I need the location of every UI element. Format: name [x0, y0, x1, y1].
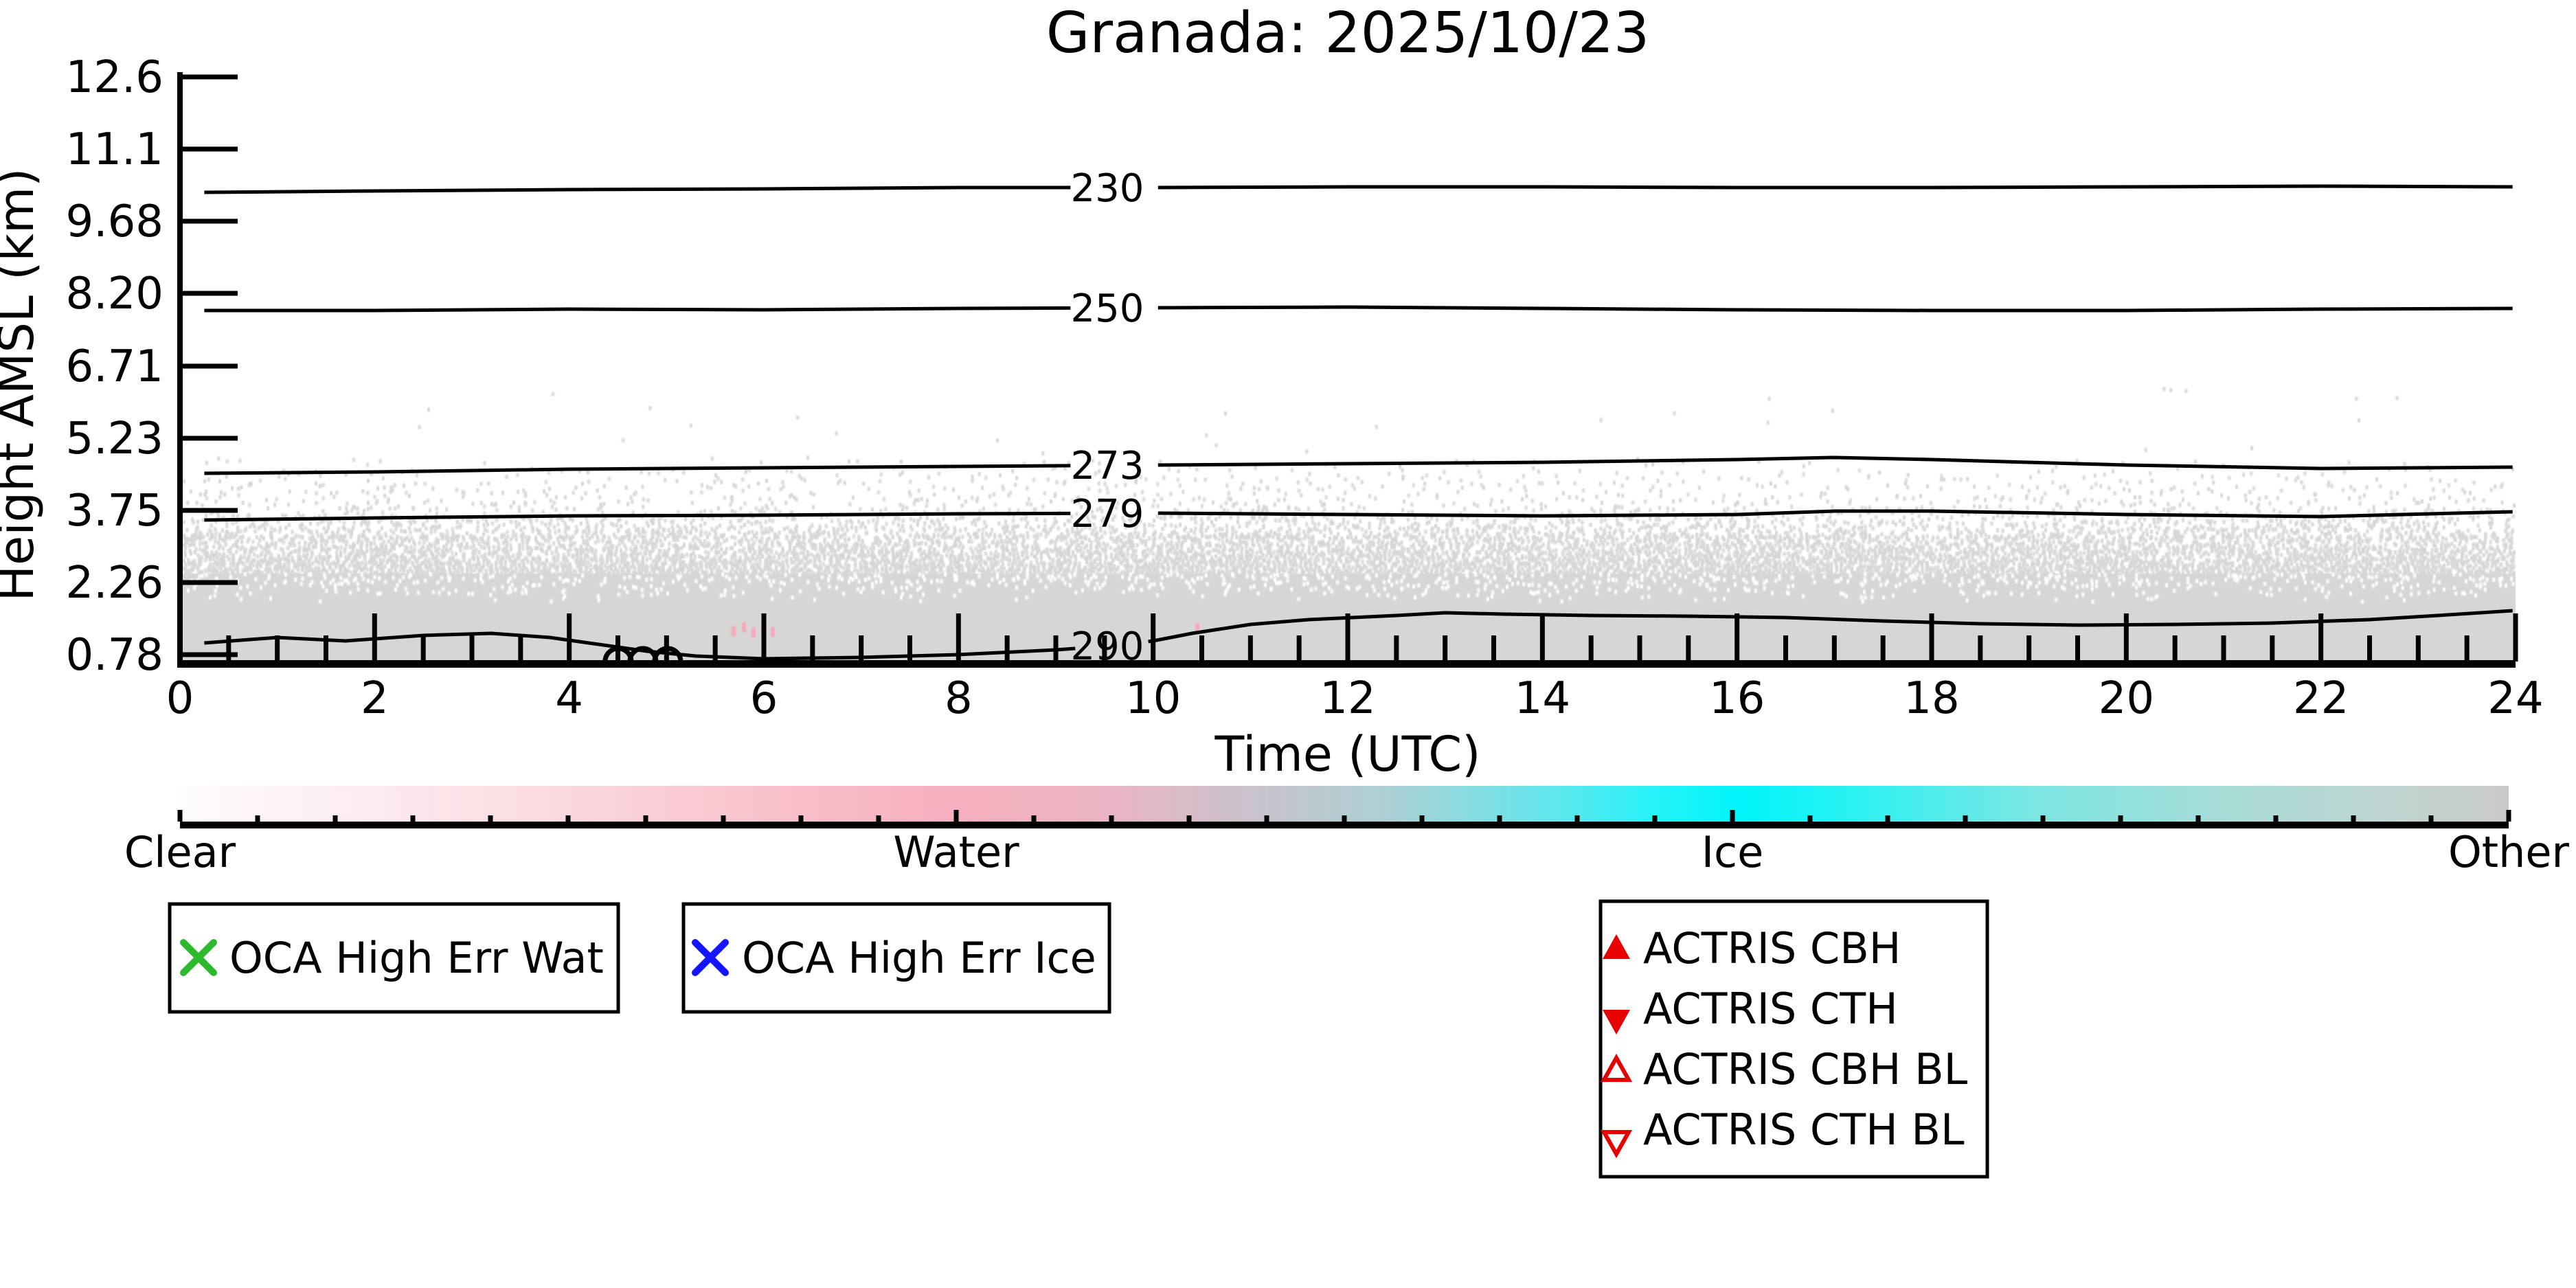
colorbar-label-water: Water — [893, 827, 1019, 877]
plot-frame — [177, 72, 2516, 668]
legend-oca-wat-box — [168, 902, 620, 1014]
x-tick-label: 16 — [1709, 673, 1765, 724]
y-tick-label: 5.23 — [66, 414, 164, 464]
y-tick-label: 11.1 — [66, 124, 164, 175]
colorbar-label-ice: Ice — [1702, 827, 1764, 877]
contour-290-right — [1148, 609, 2513, 644]
contour-279-left — [204, 511, 1071, 522]
x-axis-spine — [177, 660, 2516, 668]
x-axis-title: Time (UTC) — [1214, 726, 1481, 782]
colorbar-label-clear: Clear — [124, 827, 236, 877]
speckle-field — [180, 72, 2516, 664]
y-tick-label: 6.71 — [66, 341, 164, 392]
y-axis-spine — [177, 72, 183, 667]
x-tick-label: 2 — [361, 673, 389, 724]
legend-actris-cbh-bl-label: ACTRIS CBH BL — [1643, 1044, 1968, 1094]
contour-label-1: 250 — [1071, 286, 1144, 331]
contour-230-left — [204, 185, 1071, 194]
triangle-up-open-icon — [1600, 1053, 1633, 1082]
triangle-down-filled-icon — [1603, 1010, 1630, 1035]
y-tick-label: 0.78 — [66, 630, 164, 681]
x-tick-label: 24 — [2487, 673, 2543, 724]
x-tick-label: 22 — [2293, 673, 2349, 724]
legend-oca-wat-label: OCA High Err Wat — [229, 933, 604, 983]
triangle-up-filled-icon — [1603, 934, 1630, 959]
dome-marker — [627, 646, 659, 662]
legend-actris-cbh-label: ACTRIS CBH — [1643, 923, 1901, 973]
contour-250-right — [1157, 305, 2513, 313]
legend-actris-cth-bl-label: ACTRIS CTH BL — [1643, 1105, 1965, 1155]
x-tick-label: 6 — [750, 673, 778, 724]
colorbar-label-other: Other — [2448, 827, 2570, 877]
y-tick-label: 2.26 — [66, 558, 164, 609]
y-axis-title: Height AMSL (km) — [0, 168, 45, 602]
colorbar-spine — [180, 822, 2509, 828]
contour-273-right — [1157, 455, 2513, 471]
contour-230-right — [1157, 184, 2513, 190]
y-tick-label: 12.6 — [66, 52, 164, 103]
x-tick-label: 4 — [555, 673, 583, 724]
chart-title: Granada: 2025/10/23 — [1046, 1, 1649, 66]
y-tick-label: 3.75 — [66, 486, 164, 536]
x-axis-ticks: 0 2 4 6 8 10 12 14 16 18 20 22 24 — [166, 613, 2544, 724]
y-tick-label: 9.68 — [66, 196, 164, 247]
contour-label-2: 273 — [1071, 444, 1144, 488]
triangle-down-open-icon — [1600, 1130, 1633, 1159]
legend-actris-box — [1598, 899, 1989, 1179]
x-marker-blue — [692, 939, 729, 976]
legend-actris: ACTRIS CBH ACTRIS CTH ACTRIS CBH BL ACTR… — [1598, 899, 1989, 1179]
legend-oca-ice-box — [681, 902, 1111, 1014]
contour-279-right — [1157, 509, 2513, 519]
dome-marker — [652, 646, 683, 662]
x-tick-label: 18 — [1903, 673, 1959, 724]
contour-lines — [204, 184, 2513, 661]
dome-markers — [602, 646, 683, 662]
contour-label-3: 279 — [1071, 492, 1144, 536]
colorbar-ticks — [177, 810, 2511, 822]
y-tick-label: 8.20 — [66, 269, 164, 319]
contour-label-0: 230 — [1071, 166, 1144, 211]
y-axis-ticks: 12.6 11.1 9.68 8.20 6.71 5.23 3.75 2.26 0.78 — [66, 52, 238, 681]
legend-oca-ice-label: OCA High Err Ice — [742, 933, 1096, 983]
x-tick-label: 20 — [2099, 673, 2154, 724]
x-tick-label: 8 — [945, 673, 973, 724]
legend-actris-cth-label: ACTRIS CTH — [1643, 984, 1898, 1034]
contour-290-left — [204, 631, 1076, 661]
contour-label-4: 290 — [1071, 624, 1144, 669]
x-tick-label: 0 — [166, 673, 194, 724]
x-tick-label: 14 — [1515, 673, 1570, 724]
contour-273-left — [204, 464, 1071, 475]
legend-oca-ice: OCA High Err Ice — [681, 902, 1111, 1014]
colorbar: Clear Water Ice Other — [124, 786, 2570, 877]
x-marker-green — [180, 939, 217, 976]
x-tick-label: 10 — [1125, 673, 1181, 724]
contour-250-left — [204, 306, 1071, 313]
legend-oca-wat: OCA High Err Wat — [168, 902, 620, 1014]
x-tick-label: 12 — [1320, 673, 1375, 724]
